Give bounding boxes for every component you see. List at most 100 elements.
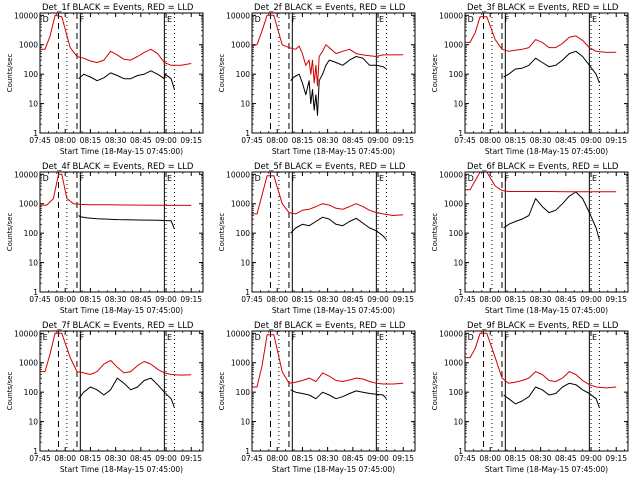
y-tick-label: 100	[236, 229, 251, 238]
marker-label: D	[255, 333, 261, 342]
series-group	[40, 173, 192, 230]
y-axis-label: Counts/sec	[6, 54, 14, 93]
y-tick-label: 1	[458, 288, 463, 297]
y-tick-label: 100	[24, 388, 39, 397]
x-tick-label: 07:45	[29, 295, 51, 304]
series-line-lld	[252, 175, 404, 216]
series-group	[40, 332, 192, 408]
x-tick-label: 09:15	[180, 136, 202, 145]
series-line-lld	[465, 16, 617, 53]
y-tick-label: 10000	[14, 329, 38, 338]
y-tick-label: 10	[453, 418, 463, 427]
y-tick-label: 10	[28, 418, 38, 427]
series-group	[252, 14, 404, 116]
y-tick-label: 1	[458, 447, 463, 456]
x-tick-label: 08:45	[555, 454, 577, 463]
y-tick-label: 100	[24, 229, 39, 238]
y-axis-label: Counts/sec	[218, 372, 226, 411]
chart-title: Det_2f BLACK = Events, RED = LLD	[254, 3, 406, 13]
chart-panel-7: Det_7f BLACK = Events, RED = LLD Counts/s…	[6, 321, 204, 474]
y-tick-label: 10	[453, 259, 463, 268]
y-tick-label: 100	[449, 70, 464, 79]
y-tick-label: 10	[240, 259, 250, 268]
series-line-lld	[40, 14, 192, 66]
x-tick-label: 08:00	[479, 295, 501, 304]
x-tick-label: 09:15	[180, 454, 202, 463]
x-tick-label: 09:00	[155, 136, 177, 145]
x-tick-label: 08:15	[80, 454, 102, 463]
x-axis-label: Start Time (18-May-15 07:45:00)	[60, 306, 183, 315]
series-line-events	[78, 215, 175, 230]
x-tick-label: 08:15	[505, 295, 527, 304]
x-tick-label: 09:15	[180, 295, 202, 304]
x-tick-label: 09:00	[155, 295, 177, 304]
chart-title: Det_5f BLACK = Events, RED = LLD	[254, 162, 406, 172]
x-tick-label: 09:15	[605, 136, 627, 145]
series-group	[465, 332, 617, 408]
series-line-events	[78, 377, 175, 408]
x-tick-label: 08:45	[342, 454, 364, 463]
plot-frame	[464, 330, 629, 452]
x-tick-label: 08:30	[530, 454, 552, 463]
marker-label: D	[255, 174, 261, 183]
y-tick-label: 10000	[226, 11, 250, 20]
x-tick-label: 07:45	[454, 136, 476, 145]
chart-title: Det_8f BLACK = Events, RED = LLD	[254, 321, 406, 331]
plot-frame	[39, 12, 204, 134]
y-tick-label: 10000	[439, 11, 463, 20]
marker-label: D	[255, 15, 261, 24]
chart-title: Det_3f BLACK = Events, RED = LLD	[467, 3, 619, 13]
x-tick-label: 09:00	[367, 136, 389, 145]
x-tick-label: 07:45	[454, 454, 476, 463]
x-tick-label: 08:15	[292, 136, 314, 145]
x-axis-label: Start Time (18-May-15 07:45:00)	[60, 465, 183, 474]
y-axis-label: Counts/sec	[6, 372, 14, 411]
y-tick-label: 100	[24, 70, 39, 79]
plot-frame	[464, 171, 629, 293]
chart-panel-9: Det_9f BLACK = Events, RED = LLD Counts/s…	[431, 321, 629, 474]
y-axis-label: Counts/sec	[218, 213, 226, 252]
marker-label: F	[292, 15, 297, 24]
y-axis-label: Counts/sec	[6, 213, 14, 252]
x-tick-label: 08:30	[105, 295, 127, 304]
y-tick-label: 1000	[231, 41, 250, 50]
y-tick-label: 10	[28, 100, 38, 109]
series-line-lld	[465, 172, 617, 193]
y-tick-label: 1000	[19, 200, 38, 209]
x-tick-label: 08:00	[479, 136, 501, 145]
y-tick-label: 10	[240, 418, 250, 427]
x-tick-label: 08:00	[54, 136, 76, 145]
x-tick-label: 08:15	[292, 295, 314, 304]
marker-label: E	[592, 174, 597, 183]
y-tick-label: 100	[449, 388, 464, 397]
x-tick-label: 08:45	[555, 136, 577, 145]
x-tick-label: 08:15	[80, 295, 102, 304]
marker-label: E	[379, 15, 384, 24]
y-tick-label: 10	[28, 259, 38, 268]
plot-frame	[251, 12, 416, 134]
plot-frame	[464, 12, 629, 134]
chart-title: Det_7f BLACK = Events, RED = LLD	[42, 321, 194, 331]
y-tick-label: 1	[33, 447, 38, 456]
plot-frame	[251, 330, 416, 452]
y-tick-label: 1	[458, 129, 463, 138]
series-line-events	[503, 50, 600, 84]
x-tick-label: 08:45	[130, 136, 152, 145]
series-line-events	[78, 70, 175, 90]
marker-label: D	[43, 15, 49, 24]
y-axis-label: Counts/sec	[431, 372, 439, 411]
x-tick-label: 08:45	[555, 295, 577, 304]
chart-title: Det_9f BLACK = Events, RED = LLD	[467, 321, 619, 331]
y-tick-label: 1000	[19, 41, 38, 50]
plot-frame	[251, 171, 416, 293]
x-tick-label: 08:00	[54, 295, 76, 304]
chart-title: Det_1f BLACK = Events, RED = LLD	[42, 3, 194, 13]
x-axis-label: Start Time (18-May-15 07:45:00)	[485, 465, 608, 474]
y-tick-label: 100	[236, 70, 251, 79]
x-tick-label: 08:45	[342, 295, 364, 304]
x-tick-label: 09:00	[367, 295, 389, 304]
y-tick-label: 10000	[14, 170, 38, 179]
marker-label: F	[292, 333, 297, 342]
x-tick-label: 08:30	[105, 454, 127, 463]
